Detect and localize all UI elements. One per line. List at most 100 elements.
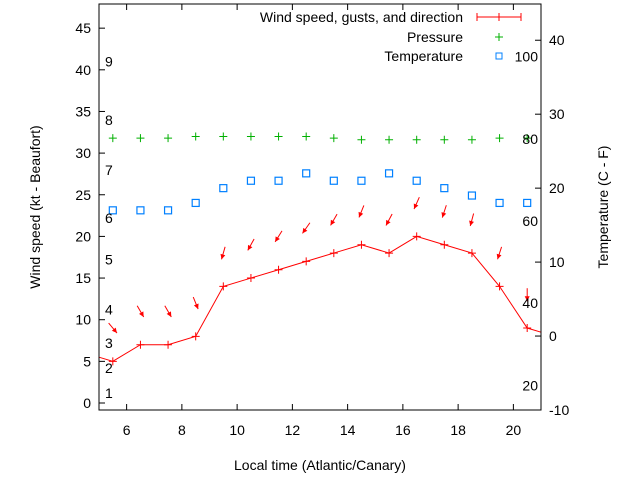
wind-speed-point	[274, 265, 283, 274]
y-tick-label: 0	[83, 395, 91, 411]
legend-label-temperature: Temperature	[384, 48, 463, 64]
legend-swatch-pressure	[495, 33, 503, 41]
legend: Wind speed, gusts, and direction Pressur…	[260, 9, 522, 64]
wind-speed-point	[219, 282, 228, 291]
temperature-point	[329, 176, 338, 185]
y2-tick-label: 40	[549, 32, 565, 48]
y-tick-label: 10	[75, 312, 91, 328]
wind-speed-point	[523, 324, 532, 333]
pressure-point	[329, 134, 338, 143]
chart-marks	[98, 132, 542, 366]
plot-frame	[98, 3, 542, 411]
legend-label-pressure: Pressure	[407, 29, 463, 45]
fahrenheit-label: 20	[522, 377, 538, 393]
gust-direction-arrow	[413, 196, 420, 210]
arrow-head	[302, 227, 308, 234]
wind-speed-point	[108, 357, 117, 366]
y2-tick-label: 30	[549, 106, 565, 122]
pressure-point	[523, 134, 532, 143]
temperature-point	[274, 176, 283, 185]
gust-direction-arrow	[192, 296, 199, 310]
gust-direction-arrow	[302, 222, 311, 234]
temperature-point	[495, 198, 504, 208]
arrow-head	[275, 236, 280, 242]
beaufort-label: 5	[105, 252, 113, 268]
pressure-point	[246, 132, 255, 141]
gust-direction-arrow	[524, 288, 530, 302]
fahrenheit-label: 80	[522, 131, 538, 147]
y-tick-label: 15	[75, 270, 91, 286]
wind-speed-point	[164, 340, 173, 349]
pressure-point	[467, 135, 476, 144]
fahrenheit-label: 100	[515, 49, 539, 65]
pressure-point	[495, 134, 504, 143]
temperature-point	[191, 198, 200, 208]
beaufort-label: 3	[105, 335, 113, 351]
wind-speed-point	[385, 249, 394, 258]
beaufort-label: 8	[105, 112, 113, 128]
wind-speed-point	[191, 332, 200, 341]
beaufort-label: 2	[105, 360, 113, 376]
gust-direction-arrow	[247, 238, 255, 251]
wind-speed-point	[357, 240, 366, 249]
arrow-head	[111, 327, 117, 334]
y-tick-label: 35	[75, 103, 91, 119]
beaufort-label: 7	[105, 162, 113, 178]
gust-direction-arrow	[164, 305, 172, 318]
temperature-point	[412, 176, 421, 185]
pressure-point	[357, 135, 366, 144]
beaufort-label: 1	[105, 385, 113, 401]
gust-direction-arrow	[330, 213, 338, 226]
temperature-point	[163, 206, 173, 215]
y-tick-label: 5	[83, 353, 91, 369]
x-axis-label: Local time (Atlantic/Canary)	[234, 457, 406, 473]
gust-direction-arrow	[496, 246, 503, 260]
pressure-point	[385, 135, 394, 144]
gust-direction-arrow	[441, 205, 447, 218]
temperature-point	[384, 169, 394, 178]
y-axis-label: Wind speed (kt - Beaufort)	[27, 125, 43, 288]
axes: 6 8 10 12 14 16 18 20051015202530354045-1001020…	[75, 4, 569, 438]
pressure-point	[108, 134, 117, 143]
beaufort-label: 6	[105, 210, 113, 226]
wind-speed-point	[136, 340, 145, 349]
x-tick-label: 12	[285, 422, 301, 438]
gust-direction-arrow	[385, 213, 393, 226]
gust-direction-arrow	[108, 322, 118, 334]
arrow-head	[166, 311, 172, 318]
arrow-head	[220, 253, 226, 260]
y-tick-label: 20	[75, 228, 91, 244]
y2-tick-label: 0	[549, 328, 557, 344]
wind-speed-line	[98, 235, 542, 362]
temperature-point	[523, 198, 532, 208]
temperature-point	[440, 184, 449, 193]
y2-tick-label: 10	[549, 254, 565, 270]
y-tick-label: 30	[75, 145, 91, 161]
arrow-head	[496, 253, 502, 260]
beaufort-label: 9	[105, 53, 113, 69]
gust-direction-arrow	[220, 246, 226, 260]
y2-tick-label: -10	[549, 402, 569, 418]
legend-label-wind: Wind speed, gusts, and direction	[260, 9, 463, 25]
fahrenheit-label: 40	[522, 295, 538, 311]
wind-speed-point	[329, 249, 338, 258]
arrow-head	[386, 219, 391, 226]
temperature-point	[136, 206, 145, 215]
y-tick-label: 25	[75, 187, 91, 203]
legend-swatch-wind	[476, 13, 522, 21]
y-tick-label: 40	[75, 62, 91, 78]
x-tick-label: 18	[450, 422, 466, 438]
gust-direction-arrow	[274, 230, 283, 243]
temperature-point	[357, 176, 366, 185]
x-tick-label: 14	[340, 422, 356, 438]
pressure-point	[274, 132, 283, 141]
y2-tick-label: 20	[549, 180, 565, 196]
x-tick-label: 16	[395, 422, 411, 438]
arrow-head	[469, 220, 474, 227]
wind-speed-point	[302, 257, 311, 266]
temperature-point	[246, 176, 256, 185]
pressure-point	[219, 132, 228, 141]
y-tick-label: 45	[75, 20, 91, 36]
gust-direction-arrow	[358, 205, 365, 218]
